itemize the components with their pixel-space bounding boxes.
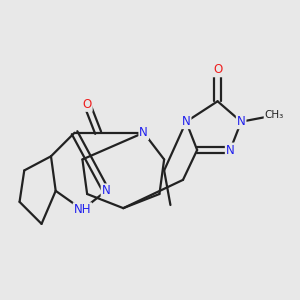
Text: NH: NH	[74, 203, 91, 216]
Text: N: N	[237, 115, 245, 128]
Text: O: O	[82, 98, 92, 111]
Text: CH₃: CH₃	[265, 110, 284, 120]
Text: N: N	[226, 143, 235, 157]
Text: N: N	[102, 184, 110, 197]
Text: O: O	[213, 63, 222, 76]
Text: N: N	[182, 115, 190, 128]
Text: N: N	[139, 126, 148, 139]
